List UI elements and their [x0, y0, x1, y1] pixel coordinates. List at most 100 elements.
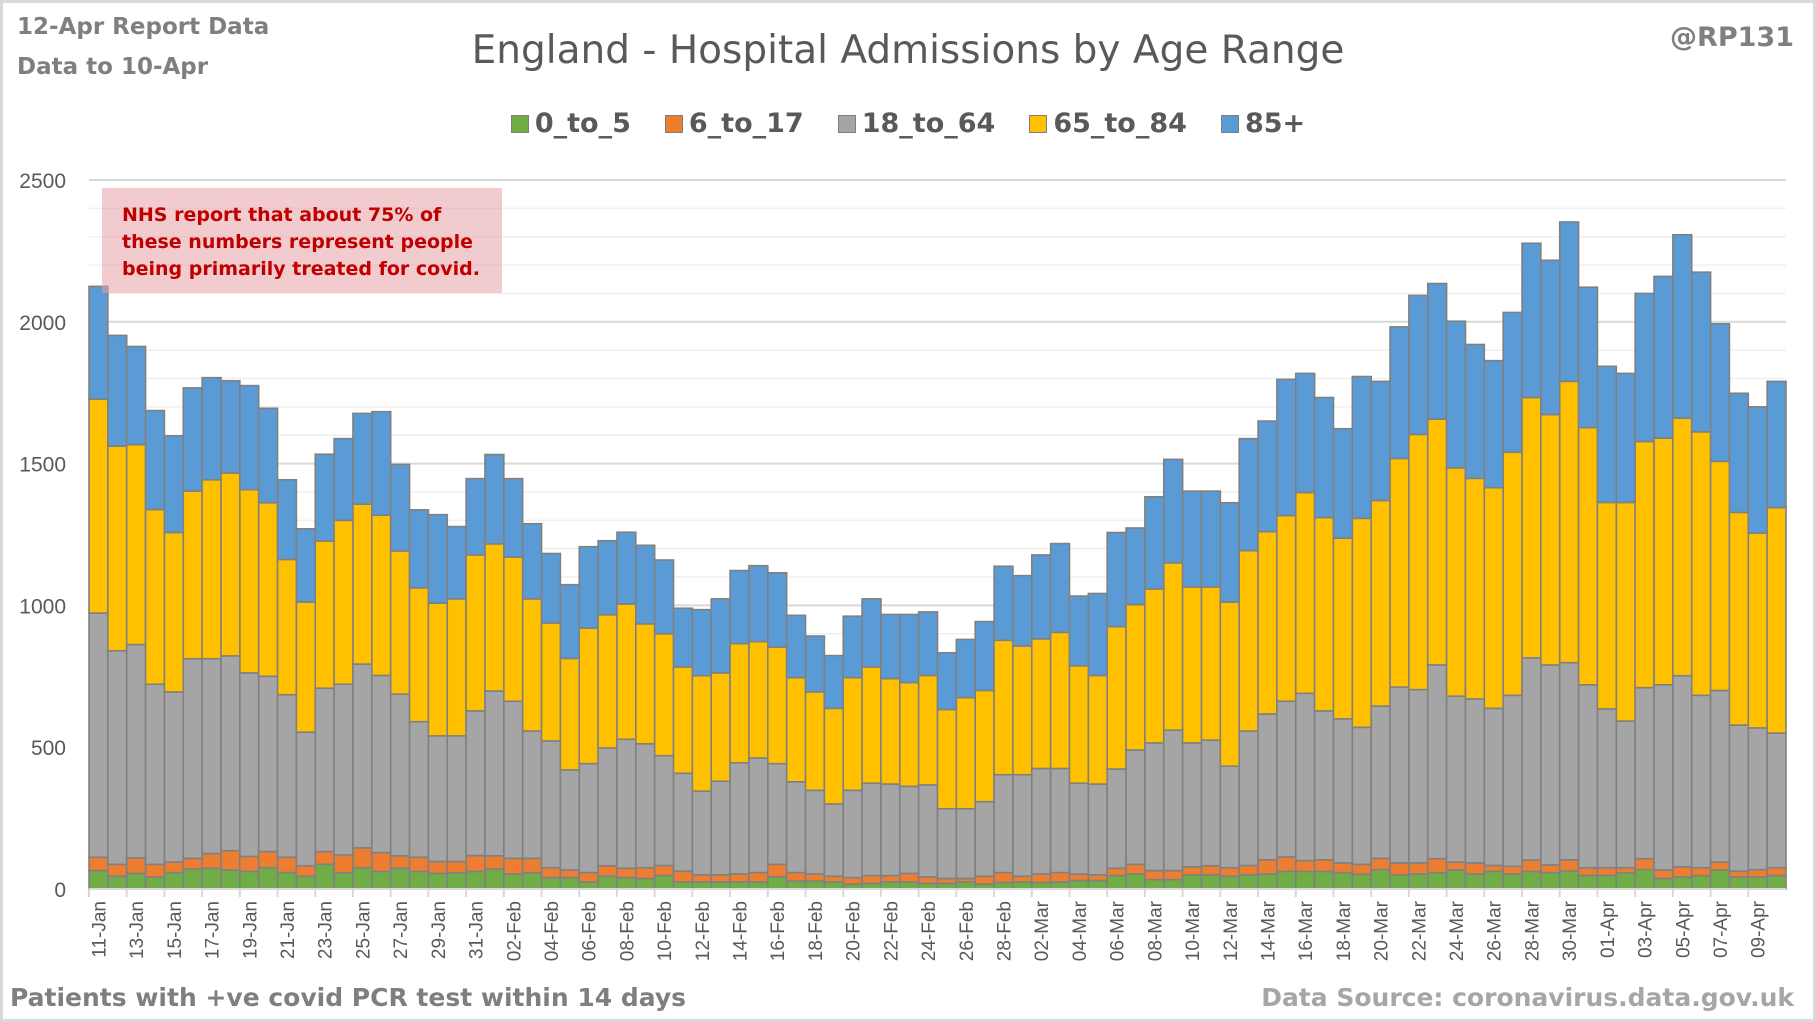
- bar-segment-18-to-64: [710, 780, 731, 876]
- bar-segment-0-to-5: [1012, 881, 1033, 890]
- bar-segment-18-to-64: [1238, 730, 1259, 867]
- bar-segment-65-to-84: [1502, 451, 1523, 697]
- bar-segment-6-to-17: [465, 854, 486, 873]
- bar-segment-85plus: [1558, 221, 1580, 383]
- bar-segment-85plus: [710, 598, 731, 674]
- bar-segment-18-to-64: [616, 738, 637, 870]
- bar-segment-0-to-5: [1540, 871, 1561, 890]
- bar-segment-6-to-17: [314, 850, 335, 866]
- bar-segment-6-to-17: [1634, 857, 1655, 871]
- bar-segment-85plus: [1351, 375, 1372, 520]
- bar-segment-0-to-5: [635, 877, 656, 890]
- bar-segment-18-to-64: [1596, 708, 1618, 869]
- annotation-box: NHS report that about 75% of these numbe…: [102, 188, 502, 293]
- bar-segment-18-to-64: [1615, 720, 1636, 869]
- bar-segment-65-to-84: [503, 556, 524, 703]
- bar-segment-85plus: [107, 334, 128, 447]
- x-tick-label: 30-Mar: [1560, 900, 1581, 961]
- bar-segment-0-to-5: [1615, 872, 1636, 890]
- x-tick-label: 13-Jan: [127, 901, 148, 959]
- bar-segment-18-to-64: [125, 643, 147, 859]
- bar-segment-65-to-84: [710, 672, 731, 783]
- bar-segment-85plus: [974, 620, 995, 692]
- bar-segment-18-to-64: [823, 803, 845, 878]
- bar-segment-85plus: [1596, 365, 1618, 504]
- bar-segment-85plus: [276, 478, 298, 561]
- bar-segment-85plus: [1653, 275, 1674, 439]
- bar-segment-0-to-5: [804, 880, 826, 890]
- bar-segment-65-to-84: [1144, 588, 1165, 744]
- x-tick-label: 06-Mar: [1108, 900, 1129, 961]
- bar-segment-85plus: [748, 564, 769, 643]
- bar-segment-6-to-17: [1219, 866, 1240, 878]
- bar-segment-18-to-64: [1709, 689, 1731, 863]
- bar-segment-18-to-64: [635, 742, 656, 869]
- bar-segment-18-to-64: [842, 789, 863, 879]
- bar-segment-0-to-5: [1596, 874, 1618, 890]
- bar-segment-85plus: [521, 522, 543, 600]
- bar-segment-6-to-17: [257, 850, 279, 869]
- x-tick-label: 01-Apr: [1598, 900, 1619, 958]
- bar-segment-65-to-84: [540, 622, 562, 742]
- bar-segment-18-to-64: [785, 780, 807, 874]
- bar-segment-6-to-17: [1426, 857, 1448, 874]
- bar-segment-18-to-64: [974, 800, 995, 878]
- bar-segment-65-to-84: [182, 490, 203, 660]
- bar-segment-65-to-84: [1068, 665, 1090, 785]
- bar-segment-18-to-64: [220, 655, 241, 852]
- x-tick-label: 27-Jan: [391, 901, 412, 959]
- bar-segment-0-to-5: [1747, 876, 1768, 890]
- x-tick-label: 28-Mar: [1522, 900, 1543, 961]
- bar-segment-6-to-17: [1370, 857, 1391, 871]
- bar-segment-6-to-17: [503, 857, 524, 875]
- bar-segment-0-to-5: [1426, 872, 1448, 890]
- bar-segment-85plus: [1370, 380, 1391, 502]
- bar-segment-85plus: [1426, 282, 1448, 420]
- bar-segment-65-to-84: [804, 691, 826, 792]
- bar-segment-18-to-64: [1577, 684, 1599, 869]
- bar-segment-85plus: [1408, 294, 1429, 436]
- bar-segment-6-to-17: [1596, 866, 1618, 877]
- bar-segment-18-to-64: [804, 789, 826, 875]
- bar-segment-18-to-64: [691, 790, 713, 876]
- bar-segment-6-to-17: [691, 874, 713, 883]
- bar-segment-65-to-84: [125, 443, 147, 646]
- legend-item: 6_to_17: [664, 108, 804, 139]
- bar-segment-65-to-84: [257, 501, 279, 678]
- bar-segment-18-to-64: [766, 762, 788, 866]
- bar-segment-85plus: [729, 569, 750, 645]
- bar-segment-65-to-84: [389, 550, 411, 695]
- bar-segment-65-to-84: [1690, 431, 1712, 697]
- bar-segment-65-to-84: [1728, 511, 1750, 726]
- bar-segment-6-to-17: [1351, 863, 1372, 876]
- bar-segment-6-to-17: [597, 864, 618, 878]
- bar-segment-85plus: [446, 525, 467, 600]
- report-date-label: 12-Apr Report Data: [17, 14, 270, 40]
- bar-segment-6-to-17: [823, 875, 845, 883]
- bar-segment-6-to-17: [710, 874, 731, 883]
- bar-segment-85plus: [917, 611, 939, 677]
- bar-segment-65-to-84: [1276, 514, 1297, 703]
- bar-segment-18-to-64: [861, 782, 882, 877]
- bar-segment-6-to-17: [1313, 858, 1335, 873]
- y-tick-label: 1000: [19, 595, 66, 618]
- bar-segment-6-to-17: [1502, 865, 1523, 875]
- x-tick-label: 20-Mar: [1372, 900, 1393, 961]
- bar-segment-65-to-84: [1596, 501, 1618, 710]
- bar-segment-85plus: [785, 614, 807, 679]
- bar-segment-18-to-64: [748, 757, 769, 874]
- bar-segment-6-to-17: [182, 857, 203, 870]
- bar-segment-65-to-84: [201, 478, 222, 660]
- bar-segment-65-to-84: [1219, 601, 1240, 768]
- bar-segment-18-to-64: [1445, 695, 1467, 863]
- bar-segment-18-to-64: [352, 663, 373, 849]
- bar-segment-65-to-84: [898, 681, 920, 788]
- bar-segment-0-to-5: [220, 869, 241, 890]
- bar-segment-0-to-5: [1294, 870, 1316, 890]
- bar-segment-65-to-84: [1106, 625, 1127, 770]
- bar-segment-18-to-64: [993, 773, 1014, 874]
- bar-segment-65-to-84: [823, 707, 845, 805]
- bar-segment-6-to-17: [1257, 858, 1278, 875]
- bar-segment-0-to-5: [1125, 873, 1146, 890]
- bar-segment-6-to-17: [1521, 859, 1542, 873]
